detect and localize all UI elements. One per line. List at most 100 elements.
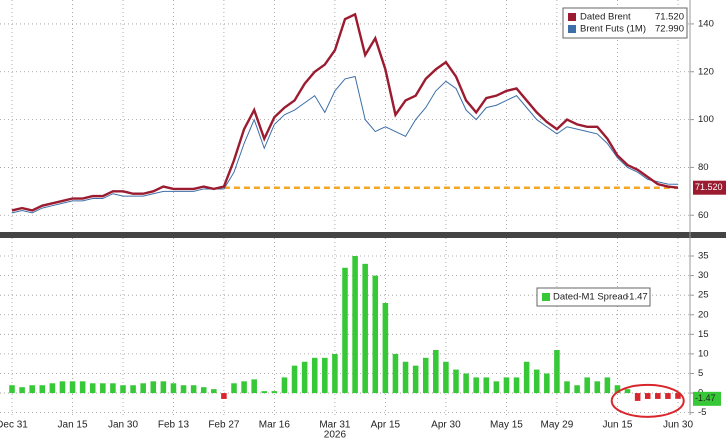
bar — [19, 387, 25, 394]
bar — [352, 256, 358, 394]
y-tick-label: 120 — [698, 66, 714, 77]
bar — [342, 267, 348, 394]
x-tick-label: Apr 15 — [371, 420, 401, 431]
x-tick-label: Mar 31 — [319, 420, 351, 431]
y-tick-label: 60 — [698, 210, 709, 221]
bar — [29, 385, 35, 394]
bar — [180, 385, 187, 394]
bar — [190, 385, 197, 394]
bar — [160, 381, 167, 394]
bar — [665, 393, 671, 399]
last-value-label: 71.520 — [695, 182, 723, 192]
line-series — [11, 75, 679, 214]
bar — [362, 263, 368, 394]
y-tick-label: -5 — [698, 407, 706, 418]
y-tick-label: 100 — [698, 114, 714, 125]
bar — [594, 381, 601, 394]
bar — [422, 357, 429, 394]
bar — [322, 357, 328, 394]
bar — [79, 381, 86, 394]
y-tick-label: 5 — [698, 368, 703, 379]
legend-value: 71.520 — [655, 12, 684, 23]
bar — [675, 393, 681, 399]
bar — [9, 385, 15, 394]
bar — [544, 373, 550, 394]
bar — [554, 349, 560, 394]
bar — [291, 365, 298, 394]
legend-label: Brent Futs (1M) — [580, 24, 646, 35]
x-tick-label: Jan 30 — [108, 420, 138, 431]
x-tick-label: Jun 30 — [663, 420, 693, 431]
bar — [200, 387, 207, 394]
legend-swatch — [568, 25, 576, 33]
legend-box — [562, 7, 688, 39]
panel-separator — [0, 232, 726, 238]
line-series — [11, 12, 679, 212]
last-value-box — [693, 391, 721, 406]
bar — [433, 349, 439, 394]
bar — [624, 389, 631, 394]
bar — [614, 385, 621, 394]
bar — [564, 381, 570, 394]
y-tick-label: 35 — [698, 251, 709, 262]
annotation-circle — [610, 383, 685, 418]
bar — [89, 383, 96, 394]
bar — [574, 385, 580, 394]
bar — [382, 303, 389, 394]
legend-value: -1.47 — [626, 292, 648, 303]
last-value-box — [693, 180, 726, 195]
bar — [392, 353, 399, 394]
legend-value: 72.990 — [655, 24, 684, 35]
bar — [463, 373, 469, 394]
x-tick-label: Jun 15 — [602, 420, 632, 431]
bar — [120, 385, 126, 394]
bar — [39, 385, 46, 394]
bar — [241, 381, 247, 394]
bar — [604, 377, 611, 394]
bar — [301, 361, 308, 394]
bar — [513, 377, 520, 394]
bar — [231, 383, 237, 394]
x-tick-label: Feb 27 — [208, 420, 240, 431]
x-tick-label: Apr 30 — [431, 420, 461, 431]
bar — [655, 393, 661, 399]
bar — [443, 361, 449, 394]
bar — [402, 361, 409, 394]
x-tick-label: May 29 — [541, 420, 574, 431]
bar — [533, 369, 540, 394]
bar — [473, 377, 479, 394]
bar — [493, 381, 500, 394]
x-tick-label: Dec 31 — [0, 420, 28, 431]
legend-label: Dated-M1 Spread — [553, 292, 628, 303]
bar — [100, 383, 106, 394]
y-tick-label: 25 — [698, 290, 709, 301]
bar — [251, 379, 257, 394]
bar — [311, 357, 318, 394]
bar — [211, 389, 217, 394]
bar — [140, 383, 146, 394]
bar — [503, 377, 510, 394]
bar — [584, 377, 590, 394]
x-tick-label: Jan 15 — [58, 420, 88, 431]
y-tick-label: 80 — [698, 162, 709, 173]
y-tick-label: 10 — [698, 348, 709, 359]
y-tick-label: 20 — [698, 309, 709, 320]
legend-swatch — [542, 293, 550, 301]
bar — [110, 383, 116, 394]
x-tick-label: Feb 13 — [158, 420, 190, 431]
bar — [170, 383, 177, 394]
bar — [221, 393, 227, 399]
y-tick-label: 140 — [698, 18, 714, 29]
bar — [69, 381, 76, 394]
bar — [130, 385, 136, 394]
x-axis-label: 2026 — [324, 430, 347, 439]
legend-swatch — [568, 13, 576, 21]
last-value-label: -1.47 — [695, 393, 716, 403]
bar — [332, 353, 338, 394]
bar — [150, 381, 157, 394]
legend-box — [536, 287, 651, 307]
bar — [261, 391, 268, 394]
bar — [453, 369, 459, 394]
bar — [372, 275, 379, 394]
bar — [644, 393, 651, 399]
